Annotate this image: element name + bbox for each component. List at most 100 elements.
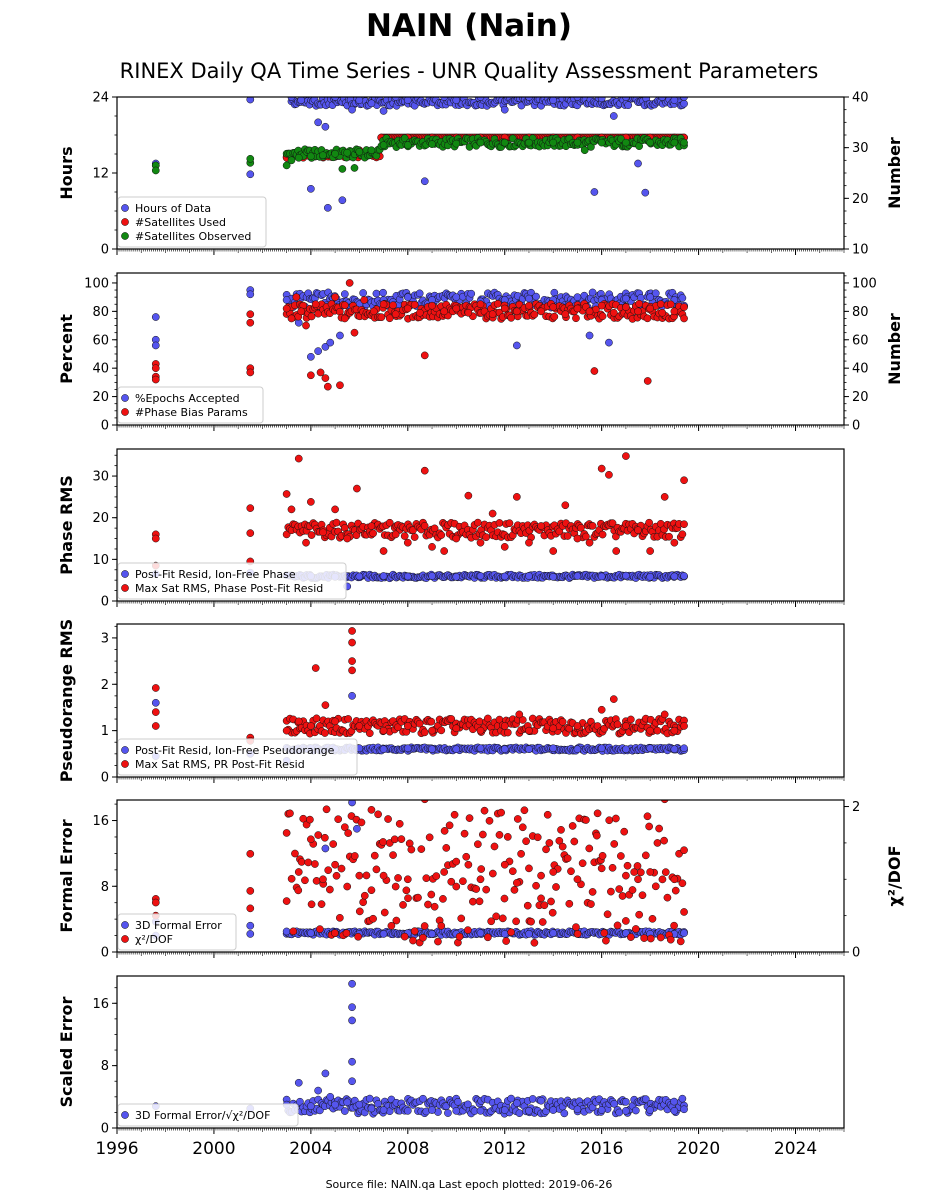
legend-marker bbox=[121, 746, 129, 754]
data-point bbox=[430, 902, 439, 911]
data-point bbox=[557, 826, 565, 834]
data-point bbox=[246, 318, 255, 327]
data-point bbox=[565, 899, 574, 908]
data-point bbox=[660, 710, 669, 719]
data-point bbox=[500, 543, 509, 551]
data-point bbox=[523, 901, 532, 910]
data-point bbox=[600, 929, 609, 937]
data-point bbox=[500, 572, 509, 581]
data-point bbox=[631, 925, 640, 933]
data-point bbox=[593, 809, 602, 818]
data-point bbox=[610, 840, 619, 848]
data-point bbox=[348, 105, 356, 114]
data-point bbox=[549, 547, 558, 555]
data-point bbox=[403, 293, 412, 301]
data-point bbox=[533, 833, 542, 842]
data-point bbox=[500, 860, 509, 869]
data-point bbox=[367, 522, 376, 530]
data-point bbox=[588, 288, 597, 297]
y-right-tick-label: 30 bbox=[852, 141, 869, 156]
data-point bbox=[367, 99, 376, 108]
data-point bbox=[348, 657, 356, 665]
data-point bbox=[437, 726, 446, 735]
data-point bbox=[151, 364, 160, 373]
data-point bbox=[500, 894, 509, 903]
data-point bbox=[332, 518, 341, 527]
data-point bbox=[482, 533, 491, 542]
data-point bbox=[331, 149, 339, 158]
data-point bbox=[552, 883, 560, 891]
data-point bbox=[297, 307, 306, 316]
data-point bbox=[321, 374, 330, 382]
y-right-axis-label: Number bbox=[885, 137, 904, 209]
data-point bbox=[507, 314, 515, 322]
data-point bbox=[410, 300, 419, 309]
data-point bbox=[476, 744, 485, 753]
data-point bbox=[319, 528, 327, 537]
data-point bbox=[355, 871, 364, 880]
data-point bbox=[643, 812, 652, 821]
data-point bbox=[392, 916, 401, 925]
data-point bbox=[522, 837, 530, 846]
data-point bbox=[670, 97, 679, 105]
data-point bbox=[394, 874, 402, 882]
data-point bbox=[348, 692, 356, 700]
data-point bbox=[663, 893, 672, 902]
data-point bbox=[450, 810, 459, 819]
data-point bbox=[151, 341, 160, 350]
data-point bbox=[636, 868, 645, 877]
data-point bbox=[525, 745, 533, 754]
data-point bbox=[476, 875, 485, 884]
data-point bbox=[573, 875, 582, 884]
data-point bbox=[680, 572, 688, 580]
data-point bbox=[391, 310, 400, 319]
data-point bbox=[622, 452, 630, 460]
data-point bbox=[297, 97, 306, 105]
data-point bbox=[428, 301, 436, 310]
data-point bbox=[287, 874, 296, 883]
data-point bbox=[403, 141, 412, 149]
data-point bbox=[287, 156, 296, 165]
data-point bbox=[355, 147, 364, 156]
data-point bbox=[661, 868, 670, 876]
data-point bbox=[460, 829, 469, 838]
y-right-tick-label: 10 bbox=[852, 243, 869, 258]
data-point bbox=[301, 876, 309, 885]
data-point bbox=[289, 927, 298, 936]
data-point bbox=[292, 293, 301, 301]
data-point bbox=[513, 815, 522, 823]
data-point bbox=[513, 493, 521, 501]
data-point bbox=[472, 885, 481, 893]
data-point bbox=[428, 745, 436, 754]
data-point bbox=[651, 289, 660, 298]
data-point bbox=[646, 934, 655, 943]
legend-label: Post-Fit Resid, Ion-Free Pseudorange bbox=[135, 744, 335, 757]
data-point bbox=[475, 717, 484, 726]
data-point bbox=[605, 338, 613, 347]
data-point bbox=[457, 914, 466, 923]
data-point bbox=[641, 851, 650, 860]
data-point bbox=[622, 294, 630, 303]
data-point bbox=[151, 708, 160, 716]
y-axis-label: Hours bbox=[57, 146, 76, 199]
data-point bbox=[307, 312, 316, 321]
data-point bbox=[488, 869, 497, 878]
data-point bbox=[151, 684, 160, 692]
y-right-tick-label: 0 bbox=[852, 946, 860, 961]
data-point bbox=[452, 97, 461, 105]
data-point bbox=[282, 927, 291, 936]
data-point bbox=[474, 840, 482, 849]
data-point bbox=[420, 466, 429, 475]
y-axis-label: Phase RMS bbox=[57, 475, 76, 575]
data-point bbox=[680, 908, 688, 916]
legend-marker bbox=[121, 408, 129, 416]
data-point bbox=[372, 865, 381, 874]
data-point bbox=[294, 886, 303, 895]
data-point bbox=[573, 534, 582, 543]
data-point bbox=[680, 744, 688, 753]
data-point bbox=[485, 816, 494, 825]
data-point bbox=[558, 842, 567, 851]
data-point bbox=[307, 371, 315, 380]
data-point bbox=[646, 744, 654, 753]
data-point bbox=[678, 879, 687, 888]
